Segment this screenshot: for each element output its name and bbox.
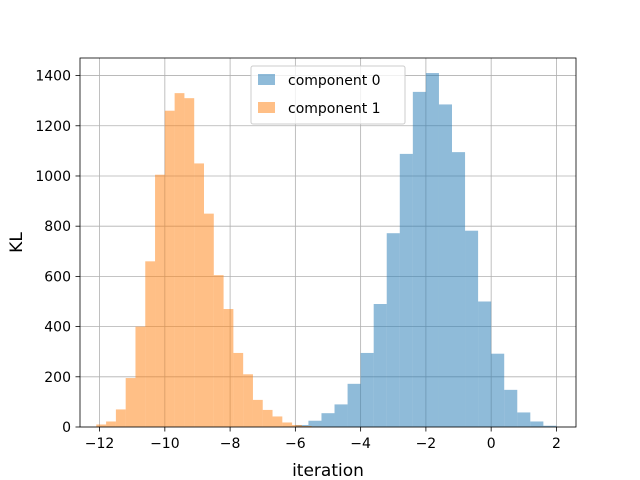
bar-component-0 — [425, 73, 439, 428]
y-tick-label: 1000 — [35, 169, 71, 185]
legend-swatch-component-1 — [258, 102, 275, 113]
histogram-bars — [96, 73, 557, 428]
bar-component-1 — [145, 261, 156, 427]
bar-component-0 — [452, 152, 466, 427]
bar-component-1 — [213, 275, 224, 427]
y-tick-label: 1200 — [35, 119, 71, 135]
bar-component-0 — [360, 352, 374, 427]
bar-component-1 — [115, 409, 126, 427]
bar-component-0 — [478, 301, 492, 427]
x-tick-label: 0 — [487, 436, 496, 452]
x-tick-label: −8 — [220, 436, 241, 452]
bar-component-1 — [301, 425, 312, 427]
plot-frame — [79, 57, 577, 428]
y-axis-ticks: 0 200 400 600 800 1000 1200 1400 — [35, 69, 80, 436]
x-tick-label: −4 — [350, 436, 371, 452]
bar-component-1 — [194, 163, 204, 427]
y-tick-label: 0 — [62, 420, 71, 436]
bar-component-1 — [106, 421, 116, 427]
bar-component-1 — [233, 352, 244, 427]
legend-label-component-1: component 1 — [288, 101, 381, 117]
bar-component-1 — [252, 399, 263, 427]
y-axis-label: KL — [7, 232, 27, 253]
bar-component-0 — [347, 383, 361, 427]
bar-component-0 — [412, 91, 426, 427]
bar-component-1 — [272, 416, 283, 427]
x-tick-label: 2 — [552, 436, 561, 452]
bar-component-0 — [491, 353, 505, 427]
bar-component-1 — [164, 110, 175, 427]
bar-component-0 — [530, 421, 544, 427]
bar-component-1 — [223, 309, 234, 427]
legend: component 0 component 1 — [250, 65, 406, 125]
bar-component-1 — [96, 424, 107, 427]
bar-component-0 — [517, 412, 531, 427]
y-tick-label: 200 — [44, 370, 71, 386]
bar-component-0 — [386, 233, 400, 427]
bar-component-0 — [399, 153, 413, 427]
bar-component-1 — [184, 98, 195, 427]
bar-component-1 — [125, 378, 136, 427]
bar-component-0 — [543, 425, 557, 427]
y-tick-label: 1400 — [35, 69, 71, 85]
y-tick-label: 600 — [44, 269, 71, 285]
y-tick-label: 800 — [44, 219, 71, 235]
legend-swatch-component-0 — [258, 74, 275, 85]
bar-component-1 — [292, 424, 302, 427]
legend-box — [250, 65, 406, 125]
bar-component-0 — [308, 420, 322, 427]
bar-component-0 — [321, 413, 335, 427]
x-tick-label: −2 — [416, 436, 437, 452]
bar-component-0 — [334, 404, 348, 427]
x-tick-label: −10 — [150, 436, 180, 452]
bar-component-1 — [204, 213, 214, 427]
bar-component-1 — [155, 174, 165, 427]
bar-component-0 — [465, 230, 479, 427]
bar-component-0 — [373, 304, 387, 427]
x-tick-label: −12 — [85, 436, 115, 452]
bar-component-1 — [282, 422, 293, 427]
legend-label-component-0: component 0 — [288, 73, 381, 89]
bar-component-0 — [504, 389, 518, 427]
bar-component-1 — [243, 374, 253, 427]
x-tick-label: −6 — [285, 436, 306, 452]
bar-component-0 — [438, 104, 452, 427]
bar-component-1 — [262, 409, 273, 427]
bar-component-1 — [135, 326, 146, 427]
bar-component-1 — [174, 93, 185, 428]
x-axis-label: iteration — [292, 461, 364, 480]
y-tick-label: 400 — [44, 320, 71, 336]
x-axis-ticks: −12 −10 −8 −6 −4 −2 0 2 — [85, 427, 561, 452]
